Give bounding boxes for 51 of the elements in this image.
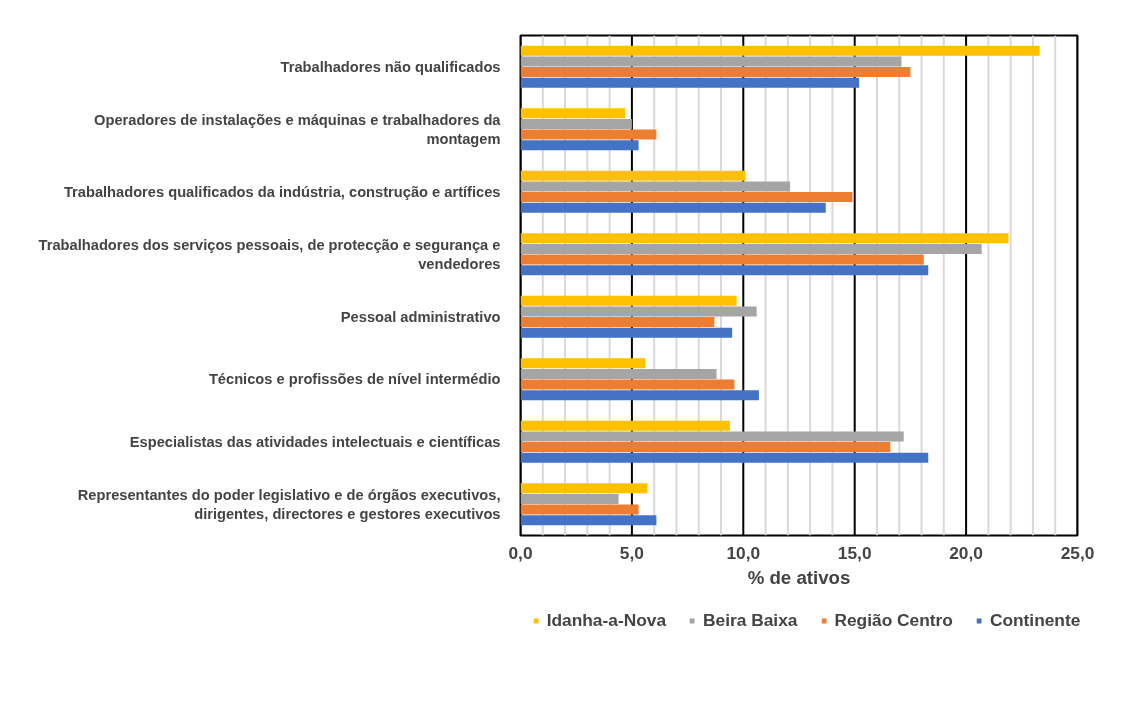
bar	[520, 327, 733, 338]
bar	[520, 515, 657, 526]
legend-label: Beira Baixa	[703, 609, 798, 631]
bar	[520, 483, 648, 494]
x-tick-label: 0,0	[508, 542, 533, 563]
y-tick-label: Trabalhadores qualificados da indústria, construção e artífices	[63, 183, 501, 200]
x-tick-label: 5,0	[619, 542, 644, 563]
bar	[520, 192, 853, 203]
y-tick-label: Técnicos e profissões de nível intermédio	[208, 371, 501, 388]
bar	[520, 379, 735, 390]
bar	[520, 493, 619, 504]
bar	[520, 108, 626, 119]
bar	[520, 243, 982, 254]
legend-label: Continente	[989, 609, 1081, 631]
bar	[520, 317, 715, 328]
bar	[520, 295, 737, 306]
x-tick-label: 25,0	[1060, 542, 1095, 563]
bar	[520, 56, 902, 67]
y-tick-label: Trabalhadores dos serviços pessoais, de protecção e segurança e vendedores	[38, 236, 501, 272]
bar	[520, 140, 639, 151]
bar	[520, 254, 924, 265]
legend-label: Região Centro	[834, 609, 953, 631]
y-tick-label: Operadores de instalações e máquinas e trabalhadores da montagem	[94, 111, 502, 147]
x-axis-title: % de ativos	[747, 566, 851, 588]
bar	[520, 442, 891, 453]
x-tick-label: 10,0	[726, 542, 761, 563]
x-tick-label: 15,0	[837, 542, 872, 563]
bar	[520, 420, 730, 431]
bar	[520, 358, 646, 369]
y-tick-label: Representantes do poder legislativo e de órgãos executivos, dirigentes, directores e gestores executivos	[77, 486, 501, 522]
bar	[520, 129, 657, 140]
bar	[520, 233, 1009, 244]
y-tick-label: Pessoal administrativo	[340, 308, 501, 325]
x-tick-label: 20,0	[949, 542, 983, 563]
bar	[520, 181, 791, 192]
bar	[520, 202, 826, 213]
bar	[520, 452, 929, 463]
bar	[520, 390, 759, 401]
bar	[520, 504, 639, 515]
bar	[520, 67, 911, 78]
bar	[520, 306, 757, 317]
y-tick-label: Especialistas das atividades intelectuais e científicas	[129, 433, 501, 450]
bar	[520, 265, 929, 276]
bar	[520, 118, 632, 129]
y-tick-label: Trabalhadores não qualificados	[280, 58, 501, 75]
bar	[520, 368, 717, 379]
bar	[520, 77, 860, 88]
legend-label: Idanha-a-Nova	[546, 609, 667, 631]
bar	[520, 431, 904, 442]
bar	[520, 45, 1040, 56]
bar	[520, 170, 746, 181]
